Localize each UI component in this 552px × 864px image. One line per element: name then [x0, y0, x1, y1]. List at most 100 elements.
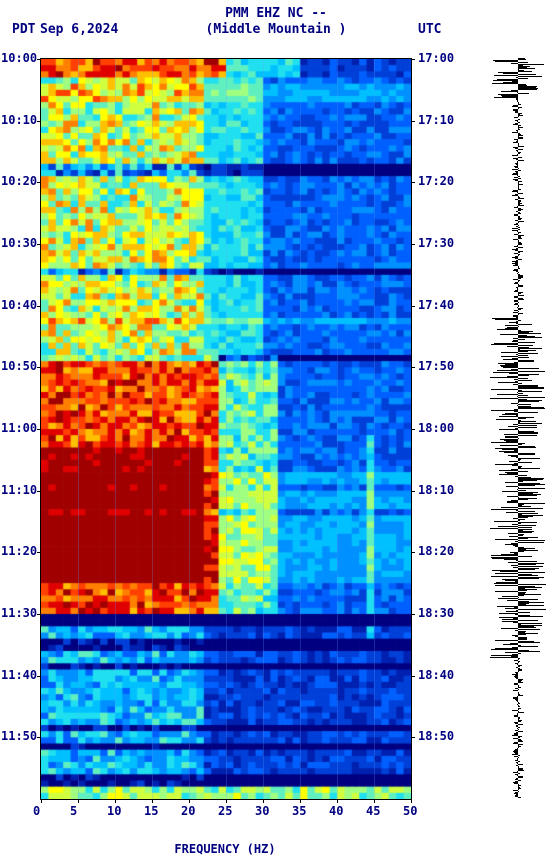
- tick: [37, 121, 41, 122]
- waveform-tick: [518, 721, 521, 722]
- waveform-tick: [518, 695, 523, 696]
- waveform-tick: [518, 727, 520, 728]
- y-left-label: 11:00: [1, 421, 37, 435]
- waveform-tick: [518, 599, 538, 600]
- waveform-tick: [518, 737, 520, 738]
- waveform-tick: [503, 73, 518, 74]
- waveform-tick: [518, 506, 531, 507]
- waveform-tick: [518, 345, 533, 346]
- waveform-tick: [518, 247, 523, 248]
- waveform-tick: [505, 482, 518, 483]
- waveform-tick: [518, 198, 524, 199]
- waveform-tick: [503, 359, 518, 360]
- waveform-tick: [494, 75, 518, 76]
- waveform-tick: [518, 355, 528, 356]
- waveform-tick: [518, 378, 528, 379]
- waveform-tick: [518, 149, 523, 150]
- waveform-tick: [518, 499, 528, 500]
- tz-left-label: PDT: [12, 22, 35, 37]
- tick: [37, 429, 41, 430]
- y-left-label: 10:50: [1, 359, 37, 373]
- y-right-label: 17:00: [418, 51, 454, 65]
- waveform-tick: [518, 454, 535, 455]
- waveform-tick: [518, 205, 524, 206]
- waveform-tick: [518, 391, 542, 392]
- y-right-label: 17:50: [418, 359, 454, 373]
- x-label: 40: [329, 804, 343, 818]
- waveform-tick: [518, 395, 528, 396]
- y-left-label: 10:30: [1, 236, 37, 250]
- waveform-tick: [518, 535, 523, 536]
- tick: [189, 799, 190, 803]
- waveform-tick: [518, 309, 521, 310]
- waveform-tick: [518, 659, 519, 660]
- waveform-tick: [502, 596, 518, 597]
- tick: [411, 306, 415, 307]
- waveform-tick: [518, 646, 538, 647]
- waveform-tick: [518, 623, 542, 624]
- waveform-tick: [518, 662, 519, 663]
- grid-line: [300, 59, 301, 799]
- waveform-tick: [518, 709, 519, 710]
- waveform-tick: [518, 538, 528, 539]
- waveform-tick: [518, 797, 521, 798]
- tick: [411, 182, 415, 183]
- waveform-tick: [518, 160, 524, 161]
- tick: [263, 799, 264, 803]
- tick: [411, 367, 415, 368]
- tick: [37, 59, 41, 60]
- waveform-tick: [518, 361, 534, 362]
- waveform-tick: [501, 352, 518, 353]
- waveform-tick: [518, 380, 532, 381]
- tick: [37, 676, 41, 677]
- tick: [37, 306, 41, 307]
- waveform-tick: [518, 435, 537, 436]
- x-label: 45: [366, 804, 380, 818]
- waveform-tick: [507, 346, 518, 347]
- waveform-tick: [518, 178, 521, 179]
- tick: [411, 552, 415, 553]
- waveform-column: [490, 58, 546, 798]
- waveform-tick: [518, 324, 532, 325]
- waveform-tick: [518, 423, 542, 424]
- waveform-tick: [518, 612, 530, 613]
- waveform-tick: [518, 404, 531, 405]
- waveform-tick: [494, 97, 518, 98]
- waveform-tick: [507, 496, 518, 497]
- waveform-tick: [518, 255, 519, 256]
- waveform-tick: [518, 578, 539, 579]
- y-right-label: 18:40: [418, 668, 454, 682]
- waveform-tick: [518, 313, 523, 314]
- waveform-tick: [518, 620, 538, 621]
- waveform-tick: [518, 193, 523, 194]
- waveform-tick: [518, 729, 519, 730]
- waveform-tick: [505, 608, 518, 609]
- waveform-tick: [518, 227, 520, 228]
- waveform-tick: [518, 402, 519, 403]
- y-left-label: 10:00: [1, 51, 37, 65]
- tick: [41, 799, 42, 803]
- waveform-tick: [518, 540, 545, 541]
- waveform-tick: [498, 382, 518, 383]
- waveform-tick: [518, 219, 521, 220]
- tick: [37, 367, 41, 368]
- waveform-tick: [518, 368, 539, 369]
- waveform-tick: [490, 657, 518, 658]
- waveform-tick: [491, 649, 518, 650]
- tick: [78, 799, 79, 803]
- waveform-tick: [509, 461, 518, 462]
- waveform-tick: [518, 401, 539, 402]
- waveform-tick: [518, 666, 520, 667]
- waveform-tick: [518, 62, 528, 63]
- waveform-tick: [518, 89, 537, 90]
- waveform-tick: [518, 119, 520, 120]
- waveform-tick: [518, 527, 532, 528]
- waveform-tick: [518, 488, 545, 489]
- waveform-tick: [518, 490, 526, 491]
- tick: [152, 799, 153, 803]
- waveform-tick: [518, 780, 521, 781]
- x-label: 15: [144, 804, 158, 818]
- waveform-tick: [518, 107, 522, 108]
- waveform-tick: [509, 373, 518, 374]
- waveform-tick: [518, 556, 532, 557]
